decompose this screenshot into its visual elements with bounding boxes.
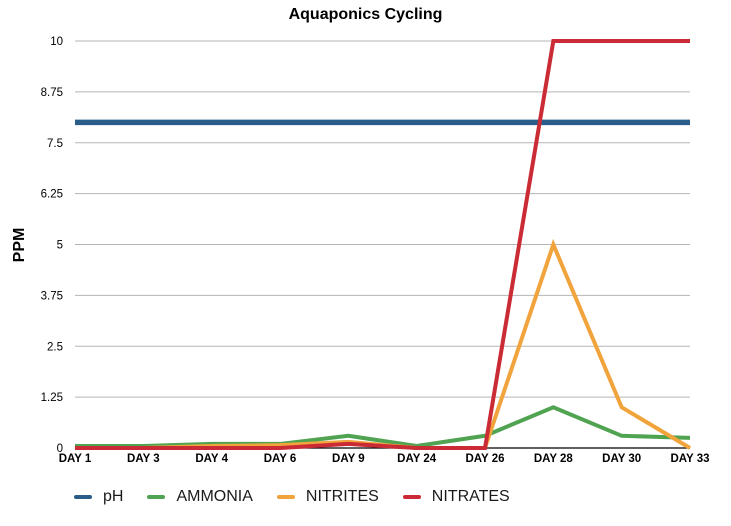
y-axis-tick-label: 1.25 <box>41 392 63 404</box>
legend-swatch-nitrates <box>402 495 421 499</box>
x-axis-tick-label: DAY 24 <box>397 453 437 465</box>
y-axis-tick-label: 8.75 <box>41 87 63 99</box>
y-axis-tick-label: 7.5 <box>47 138 63 150</box>
x-axis-tick-label: DAY 9 <box>332 453 365 465</box>
x-axis-tick-label: DAY 4 <box>195 453 228 465</box>
legend-swatch-nitrites <box>276 495 295 499</box>
legend-swatch-ammonia <box>147 495 166 499</box>
y-axis-tick-label: 0 <box>57 443 63 455</box>
x-axis-tick-label: DAY 33 <box>670 453 709 465</box>
x-axis-tick-label: DAY 1 <box>59 453 92 465</box>
chart-title: Aquaponics Cycling <box>288 6 443 23</box>
x-axis-tick-label: DAY 26 <box>465 453 504 465</box>
x-axis-tick-label: DAY 30 <box>602 453 641 465</box>
legend-label: NITRITES <box>305 488 379 505</box>
x-axis-tick-label: DAY 3 <box>127 453 160 465</box>
y-axis-tick-label: 3.75 <box>41 290 63 302</box>
legend: pH AMMONIA NITRITES NITRATES <box>74 488 510 506</box>
series-line-ammonia <box>75 405 691 448</box>
y-axis-tick-label: 10 <box>50 36 63 48</box>
y-axis-tick-label: 2.5 <box>47 341 63 353</box>
legend-label: pH <box>103 488 124 505</box>
x-axis-tick-label: DAY 6 <box>264 453 297 465</box>
x-axis-tick-label: DAY 28 <box>534 453 574 465</box>
legend-item-nitrites: NITRITES <box>276 488 379 506</box>
y-axis-tick-label: 6.25 <box>41 189 63 201</box>
y-axis-tick-label: 5 <box>57 240 63 252</box>
legend-label: NITRATES <box>431 488 510 505</box>
series-line-nitrates <box>75 39 690 450</box>
legend-label: AMMONIA <box>176 488 253 505</box>
legend-item-ammonia: AMMONIA <box>147 488 253 506</box>
legend-item-ph: pH <box>74 488 123 506</box>
legend-swatch-ph <box>74 495 92 499</box>
legend-item-nitrates: NITRATES <box>402 488 510 506</box>
